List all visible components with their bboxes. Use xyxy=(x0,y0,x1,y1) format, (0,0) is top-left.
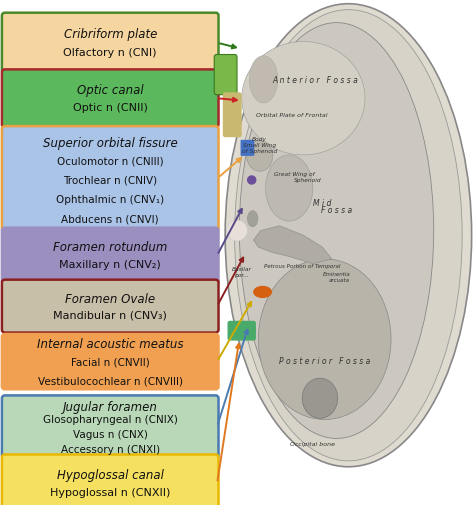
FancyBboxPatch shape xyxy=(2,127,219,231)
Text: por...: por... xyxy=(234,273,249,278)
Text: Optic n (CNII): Optic n (CNII) xyxy=(73,103,147,113)
Text: Glosopharyngeal n (CNIX): Glosopharyngeal n (CNIX) xyxy=(43,415,178,425)
Ellipse shape xyxy=(225,5,472,467)
Ellipse shape xyxy=(235,11,462,461)
Text: Facial n (CNVII): Facial n (CNVII) xyxy=(71,357,150,367)
Circle shape xyxy=(230,324,240,334)
Text: M i d: M i d xyxy=(313,198,331,207)
Ellipse shape xyxy=(249,57,278,104)
Text: Cribriform plate: Cribriform plate xyxy=(64,28,157,41)
Text: Foramen Ovale: Foramen Ovale xyxy=(65,292,155,305)
Ellipse shape xyxy=(253,286,272,298)
Ellipse shape xyxy=(265,156,313,222)
FancyBboxPatch shape xyxy=(2,70,219,128)
Text: Sphenoid: Sphenoid xyxy=(294,178,322,183)
Text: Maxillary n (CNV₂): Maxillary n (CNV₂) xyxy=(59,259,161,269)
Text: Superior orbital fissure: Superior orbital fissure xyxy=(43,137,178,150)
Text: A n t e r i o r   F o s s a: A n t e r i o r F o s s a xyxy=(273,76,358,85)
FancyBboxPatch shape xyxy=(241,140,255,157)
FancyBboxPatch shape xyxy=(2,14,219,74)
Text: Olfactory n (CNI): Olfactory n (CNI) xyxy=(64,48,157,58)
Text: Small Wing: Small Wing xyxy=(243,143,276,148)
Text: Occipital bone: Occipital bone xyxy=(291,441,335,446)
FancyBboxPatch shape xyxy=(228,321,256,341)
Text: Oculomotor n (CNIII): Oculomotor n (CNIII) xyxy=(57,156,164,166)
Text: Vestibulocochlear n (CNVIII): Vestibulocochlear n (CNVIII) xyxy=(38,376,182,386)
FancyBboxPatch shape xyxy=(2,280,219,333)
FancyBboxPatch shape xyxy=(2,334,219,389)
FancyBboxPatch shape xyxy=(2,454,219,505)
Ellipse shape xyxy=(242,42,365,156)
FancyBboxPatch shape xyxy=(223,93,242,138)
Text: P o s t e r i o r   F o s s a: P o s t e r i o r F o s s a xyxy=(279,356,370,365)
Text: Vagus n (CNX): Vagus n (CNX) xyxy=(73,429,147,439)
Ellipse shape xyxy=(258,260,391,420)
Text: arcuata: arcuata xyxy=(328,277,349,282)
Ellipse shape xyxy=(302,378,337,419)
Text: Trochlear n (CNIV): Trochlear n (CNIV) xyxy=(63,175,157,185)
Text: Hypoglossal canal: Hypoglossal canal xyxy=(57,468,164,481)
Text: Ophthalmic n (CNV₁): Ophthalmic n (CNV₁) xyxy=(56,194,164,205)
Text: Body: Body xyxy=(252,137,267,141)
Text: Orbital Plate of Frontal: Orbital Plate of Frontal xyxy=(256,113,327,118)
FancyBboxPatch shape xyxy=(2,395,219,458)
Text: Internal acoustic meatus: Internal acoustic meatus xyxy=(37,338,183,350)
Text: Eminentia: Eminentia xyxy=(323,271,350,276)
Text: Petrous Portion of Temporal: Petrous Portion of Temporal xyxy=(264,264,341,269)
Text: Optic canal: Optic canal xyxy=(77,84,144,96)
Bar xyxy=(214,0,474,472)
Text: Accessory n (CNXI): Accessory n (CNXI) xyxy=(61,444,160,454)
Circle shape xyxy=(227,221,247,241)
Text: Great Wing of: Great Wing of xyxy=(273,172,314,177)
Text: Basilar: Basilar xyxy=(232,266,252,271)
Polygon shape xyxy=(254,226,332,264)
Text: of Sphenoid: of Sphenoid xyxy=(242,149,277,154)
Text: Foramen rotundum: Foramen rotundum xyxy=(53,241,167,254)
Ellipse shape xyxy=(246,141,273,172)
Circle shape xyxy=(247,176,256,185)
Ellipse shape xyxy=(239,24,434,438)
Text: Hypoglossal n (CNXII): Hypoglossal n (CNXII) xyxy=(50,487,170,497)
Text: F o s s a: F o s s a xyxy=(321,206,352,214)
Ellipse shape xyxy=(247,211,258,228)
Text: Mandibular n (CNV₃): Mandibular n (CNV₃) xyxy=(53,310,167,320)
FancyBboxPatch shape xyxy=(2,228,219,283)
FancyBboxPatch shape xyxy=(214,56,237,95)
Text: Abducens n (CNVI): Abducens n (CNVI) xyxy=(62,214,159,224)
Text: Jugular foramen: Jugular foramen xyxy=(63,400,158,413)
